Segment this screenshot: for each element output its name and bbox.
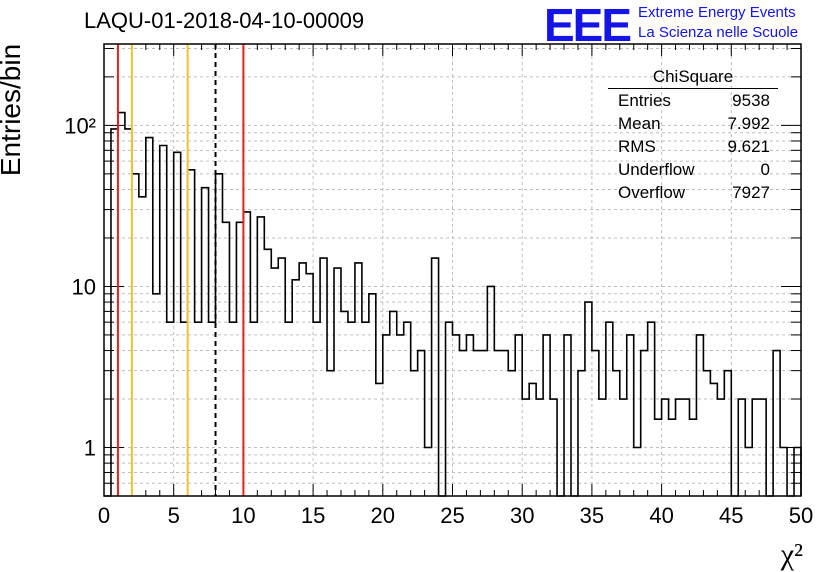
- stats-row-entries: Entries 9538: [608, 89, 778, 112]
- x-tick-label: 10: [231, 503, 255, 528]
- stats-label: Overflow: [618, 183, 686, 202]
- x-tick-label: 5: [168, 503, 180, 528]
- run-title: LAQU-01-2018-04-10-00009: [84, 8, 365, 33]
- stats-box: ChiSquare Entries 9538 Mean 7.992 RMS 9.…: [608, 66, 778, 204]
- stats-label: Underflow: [618, 160, 695, 179]
- stats-value: 7.992: [727, 114, 770, 133]
- stats-row-rms: RMS 9.621: [608, 135, 778, 158]
- stats-value: 9538: [732, 91, 770, 110]
- x-tick-label: 25: [440, 503, 464, 528]
- x-tick-label: 30: [510, 503, 534, 528]
- plot-frame: [103, 43, 802, 497]
- histogram-bars: [104, 111, 802, 497]
- eee-logo: EEE: [544, 0, 632, 51]
- stats-label: Mean: [618, 114, 661, 133]
- x-tick-label: 45: [719, 503, 743, 528]
- grid-lines: [104, 44, 801, 497]
- x-tick-label: 35: [580, 503, 604, 528]
- stats-value: 7927: [732, 183, 770, 202]
- stats-title: ChiSquare: [608, 66, 778, 89]
- x-axis-label: χ²: [780, 538, 803, 571]
- x-tick-label: 15: [301, 503, 325, 528]
- stats-row-mean: Mean 7.992: [608, 112, 778, 135]
- eee-logo-line2: La Scienza nelle Scuole: [638, 24, 799, 41]
- stats-value: 9.621: [727, 137, 770, 156]
- y-tick-label: 10: [72, 274, 96, 299]
- stats-value: 0: [760, 160, 770, 179]
- y-tick-label: 10²: [64, 113, 96, 138]
- eee-logo-line1: Extreme Energy Events: [638, 4, 796, 21]
- stats-row-overflow: Overflow 7927: [608, 181, 778, 204]
- x-tick-label: 20: [371, 503, 395, 528]
- x-tick-label: 0: [98, 503, 110, 528]
- reference-lines: [116, 44, 245, 496]
- stats-label: RMS: [618, 137, 656, 156]
- y-tick-label: 1: [84, 436, 96, 461]
- tick-labels: 0 5 10 15 20 25 30 35 40 45 50 1 10 10²: [64, 113, 813, 528]
- y-axis-label: Entries/bin: [0, 44, 26, 176]
- x-tick-label: 40: [649, 503, 673, 528]
- x-tick-label: 50: [789, 503, 813, 528]
- stats-label: Entries: [618, 91, 671, 110]
- histogram-step: [104, 111, 802, 497]
- stats-row-underflow: Underflow 0: [608, 158, 778, 181]
